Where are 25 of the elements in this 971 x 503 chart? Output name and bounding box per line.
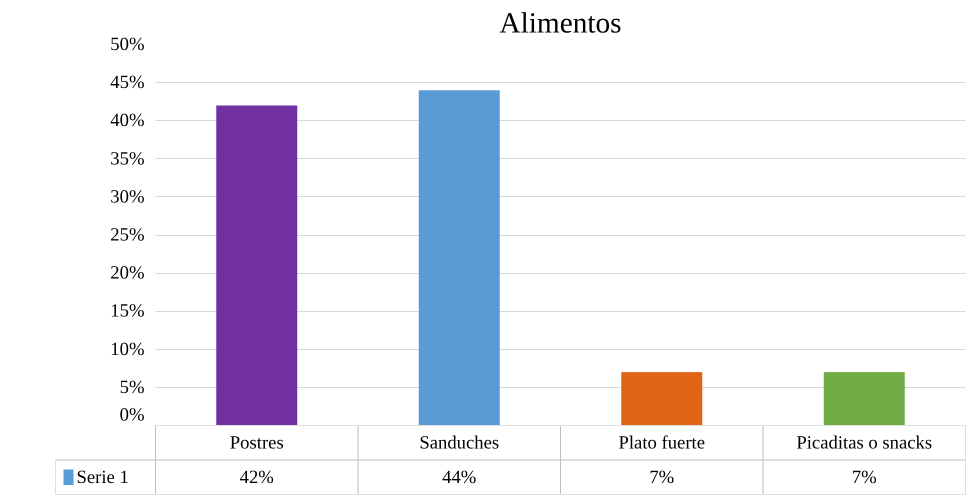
- y-tick-label: 45%: [110, 72, 145, 94]
- y-tick-label: 40%: [110, 110, 145, 132]
- y-tick-label: 10%: [110, 338, 145, 360]
- y-tick-label: 15%: [110, 300, 145, 322]
- x-tick-label: Sanduches: [419, 432, 500, 454]
- y-tick-label: 30%: [110, 186, 145, 208]
- chart-title: Alimentos: [499, 8, 622, 40]
- y-tick-label: 20%: [110, 262, 145, 284]
- data-label: 44%: [442, 466, 476, 488]
- data-label: 42%: [240, 466, 274, 488]
- x-tick-label: Plato fuerte: [618, 432, 706, 454]
- data-label: 7%: [852, 466, 877, 488]
- y-tick-label: 35%: [110, 148, 145, 170]
- y-tick-label: 5%: [120, 376, 145, 398]
- y-tick-label: 50%: [110, 34, 145, 55]
- x-tick-label: Picaditas o snacks: [796, 432, 932, 454]
- legend-label: Serie 1: [76, 466, 129, 488]
- bar: [216, 105, 298, 425]
- bar: [621, 372, 702, 425]
- data-label: 7%: [649, 466, 674, 488]
- x-tick-label: Postres: [230, 432, 284, 454]
- y-tick-label: 25%: [110, 224, 145, 246]
- bar: [418, 90, 500, 425]
- y-tick-label: 0%: [120, 404, 145, 426]
- bar: [824, 372, 905, 425]
